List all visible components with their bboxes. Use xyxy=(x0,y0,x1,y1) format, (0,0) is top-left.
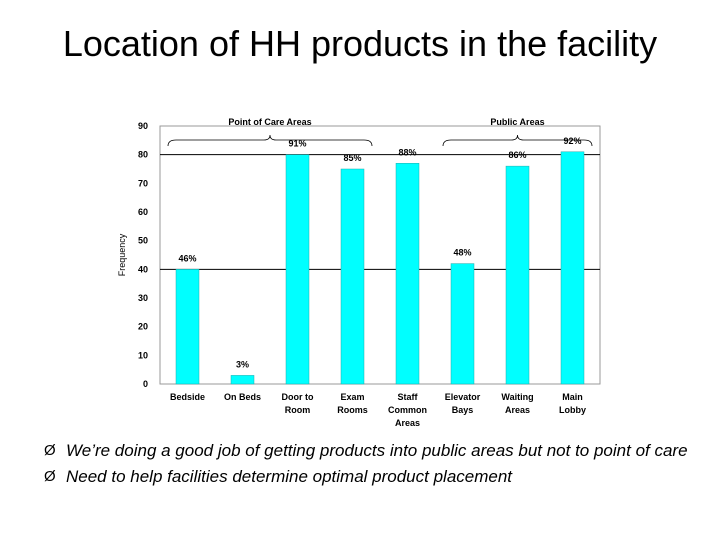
bar xyxy=(395,163,420,385)
x-tick-label: Areas xyxy=(395,418,420,428)
bullet-item: Ø Need to help facilities determine opti… xyxy=(44,466,694,488)
slide-title: Location of HH products in the facility xyxy=(62,23,658,64)
bullet-text: Need to help facilities determine optima… xyxy=(66,467,513,486)
data-label: 48% xyxy=(453,248,471,258)
y-tick-label: 40 xyxy=(138,264,148,274)
bar xyxy=(340,168,365,385)
y-tick-label: 80 xyxy=(138,150,148,160)
group-bracket xyxy=(167,134,373,147)
x-tick-label: Waiting xyxy=(501,392,533,402)
y-axis-label: Frequency xyxy=(117,233,127,276)
bullet-item: Ø We’re doing a good job of getting prod… xyxy=(44,440,694,462)
bullet-text: We’re doing a good job of getting produc… xyxy=(66,441,688,460)
data-label: 3% xyxy=(236,359,249,369)
arrow-bullet-icon: Ø xyxy=(44,442,56,459)
x-tick-label: Areas xyxy=(505,405,530,415)
group-bracket xyxy=(442,134,593,147)
x-tick-label: Staff xyxy=(398,392,419,402)
y-tick-label: 90 xyxy=(138,121,148,131)
x-tick-label: Door to xyxy=(282,392,314,402)
data-label: 46% xyxy=(178,253,196,263)
x-tick-label: Lobby xyxy=(559,405,586,415)
x-tick-label: Common xyxy=(388,405,427,415)
bar-chart: 0 10 20 30 40 50 60 70 80 90 Frequency 46% Bedside 3%… xyxy=(117,117,601,428)
data-label: 85% xyxy=(343,153,361,163)
x-tick-label: Main xyxy=(562,392,583,402)
bar xyxy=(560,151,585,385)
arrow-bullet-icon: Ø xyxy=(44,468,56,485)
bar xyxy=(230,375,255,385)
data-label: 91% xyxy=(288,139,306,149)
y-tick-label: 60 xyxy=(138,207,148,217)
bar xyxy=(505,165,530,385)
data-label: 92% xyxy=(563,136,581,146)
y-tick-label: 50 xyxy=(138,236,148,246)
bar xyxy=(450,263,475,385)
group-label: Public Areas xyxy=(490,117,544,127)
x-tick-label: Room xyxy=(285,405,311,415)
bullet-list: Ø We’re doing a good job of getting prod… xyxy=(44,440,694,492)
x-tick-label: Rooms xyxy=(337,405,368,415)
x-tick-label: Bays xyxy=(452,405,474,415)
y-tick-label: 10 xyxy=(138,350,148,360)
bar xyxy=(175,269,200,385)
y-tick-label: 0 xyxy=(143,379,148,389)
data-label: 86% xyxy=(508,150,526,160)
x-tick-label: Elevator xyxy=(445,392,481,402)
bar xyxy=(285,154,310,385)
x-tick-label: On Beds xyxy=(224,392,261,402)
data-label: 88% xyxy=(398,147,416,157)
x-tick-label: Exam xyxy=(340,392,364,402)
y-tick-label: 30 xyxy=(138,293,148,303)
y-tick-label: 70 xyxy=(138,178,148,188)
group-label: Point of Care Areas xyxy=(228,117,311,127)
y-tick-label: 20 xyxy=(138,322,148,332)
plot-frame xyxy=(159,125,601,385)
x-tick-label: Bedside xyxy=(170,392,205,402)
